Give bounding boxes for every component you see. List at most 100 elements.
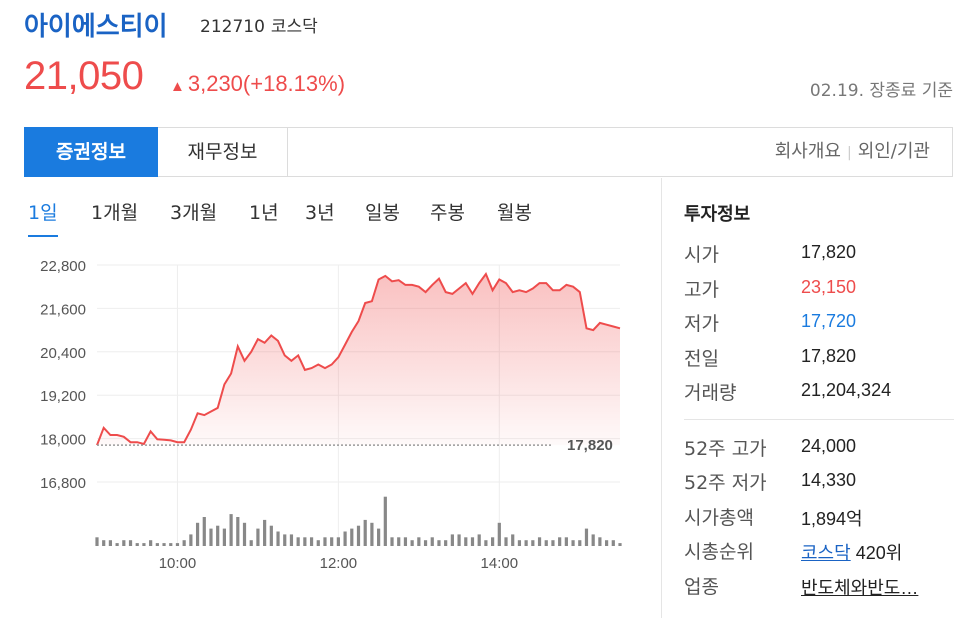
stock-code: 212710	[200, 17, 265, 37]
volume-bar	[531, 540, 535, 546]
volume-bar	[95, 537, 99, 546]
volume-bar	[551, 540, 555, 546]
period-weekly-candle[interactable]: 주봉	[430, 202, 465, 224]
volume-bar	[256, 528, 260, 546]
market-cap-rank: 코스닥 420위	[801, 539, 902, 565]
volume-bar	[195, 522, 200, 546]
volume-bar	[504, 537, 508, 546]
foreign-institution-link[interactable]: 외인/기관	[857, 141, 930, 162]
high-52w: 24,000	[801, 435, 857, 456]
market-link[interactable]: 코스닥	[801, 543, 851, 563]
volume-bar	[571, 540, 575, 546]
volume-bar	[316, 540, 320, 546]
volume-bar	[102, 540, 106, 546]
info-label: 저가	[684, 313, 719, 335]
volume-bar	[202, 517, 206, 546]
info-label: 시가총액	[684, 506, 754, 529]
volume-bar	[356, 525, 361, 546]
volume-bar	[155, 543, 159, 546]
volume-bar	[108, 540, 113, 546]
info-row-volume: 거래량 21,204,324	[684, 378, 954, 413]
volume-bar	[410, 540, 414, 546]
volume-bar	[182, 540, 186, 546]
investment-info-title: 투자정보	[684, 204, 751, 225]
y-tick-label: 22,800	[40, 258, 86, 275]
volume-bar	[229, 514, 233, 546]
market-cap: 1,894억	[801, 505, 863, 531]
section-divider	[684, 418, 954, 420]
volume-bar	[558, 537, 562, 546]
investment-info-panel: 투자정보 시가 17,820 고가 23,150 저가 17,720 전일 17,820…	[684, 200, 954, 606]
volume-bar	[383, 496, 387, 546]
info-label: 고가	[684, 278, 719, 301]
tab-financial-info[interactable]: 재무정보	[158, 127, 288, 177]
stock-name: 아이에스티이	[24, 12, 168, 42]
volume-bar	[618, 543, 622, 546]
info-row-low: 저가 17,720	[684, 309, 954, 344]
volume-bar	[283, 534, 287, 546]
volume-bar	[249, 540, 253, 546]
volume-bar	[464, 537, 468, 546]
volume-bar	[209, 528, 213, 546]
period-3month[interactable]: 3개월	[170, 202, 218, 224]
info-row-prev-close: 전일 17,820	[684, 344, 954, 379]
volume-bar	[336, 537, 340, 546]
y-tick-label: 21,600	[40, 301, 86, 318]
volume-bar	[296, 537, 300, 546]
volume-bar	[598, 537, 602, 546]
period-selector: 1일 1개월 3개월 1년 3년 일봉 주봉 월봉	[24, 198, 624, 238]
volume-bar	[497, 522, 501, 546]
x-tick-label: 14:00	[481, 555, 519, 572]
info-label: 시총순위	[684, 541, 754, 563]
volume-bar	[289, 534, 294, 546]
volume-bar	[417, 537, 421, 546]
sector-link[interactable]: 반도체와반도…	[801, 577, 919, 598]
volume-bar	[350, 528, 354, 546]
period-1day[interactable]: 1일	[28, 198, 58, 237]
volume-bar	[175, 543, 180, 546]
period-1month[interactable]: 1개월	[91, 202, 139, 224]
volume-bar	[430, 537, 434, 546]
volume-bar	[470, 537, 475, 546]
volume-bar	[263, 519, 267, 546]
as-of-time: 02.19. 장종료 기준	[809, 81, 953, 101]
info-row-sector: 업종 반도체와반도…	[684, 572, 954, 607]
tab-securities-info[interactable]: 증권정보	[24, 127, 158, 177]
volume-bar	[128, 540, 133, 546]
volume-bar	[323, 537, 327, 546]
period-3year[interactable]: 3년	[305, 202, 335, 224]
y-tick-label: 18,000	[40, 432, 86, 449]
info-row-52w-low: 52주 저가 14,330	[684, 468, 954, 503]
intraday-chart[interactable]: 22,800 21,600 20,400 19,200 18,000 16,800 10:0…	[24, 248, 634, 578]
trade-volume: 21,204,324	[801, 380, 892, 400]
volume-bar	[222, 528, 226, 546]
info-label: 52주 저가	[684, 472, 767, 494]
volume-bar	[477, 534, 481, 546]
volume-bar	[122, 540, 126, 546]
y-tick-label: 19,200	[40, 388, 86, 405]
stock-code-line: 212710 코스닥	[200, 12, 318, 37]
market-cap-unit: 억	[846, 508, 863, 529]
period-1year[interactable]: 1년	[249, 202, 279, 224]
info-row-cap-rank: 시총순위 코스닥 420위	[684, 537, 954, 572]
volume-bar	[303, 537, 307, 546]
volume-bar	[343, 531, 347, 546]
volume-bar	[115, 543, 119, 546]
volume-bar	[524, 540, 528, 546]
volume-bar	[604, 540, 609, 546]
volume-bar	[457, 534, 461, 546]
price-change: ▲ 3,230(+18.13%)	[170, 71, 345, 97]
volume-bar	[397, 537, 401, 546]
volume-bar	[390, 537, 394, 546]
market-cap-value: 1,894	[801, 508, 847, 529]
change-value: 3,230(+18.13%)	[187, 71, 346, 96]
volume-bar	[584, 528, 589, 546]
y-tick-label: 20,400	[40, 345, 86, 362]
company-overview-link[interactable]: 회사개요	[774, 141, 841, 162]
high-price: 23,150	[801, 276, 857, 297]
period-monthly-candle[interactable]: 월봉	[497, 202, 532, 224]
period-daily-candle[interactable]: 일봉	[365, 202, 400, 224]
info-tab-bar: 증권정보 재무정보 회사개요 | 외인/기관	[24, 127, 953, 177]
volume-bar	[450, 534, 454, 546]
volume-bar	[236, 517, 240, 546]
